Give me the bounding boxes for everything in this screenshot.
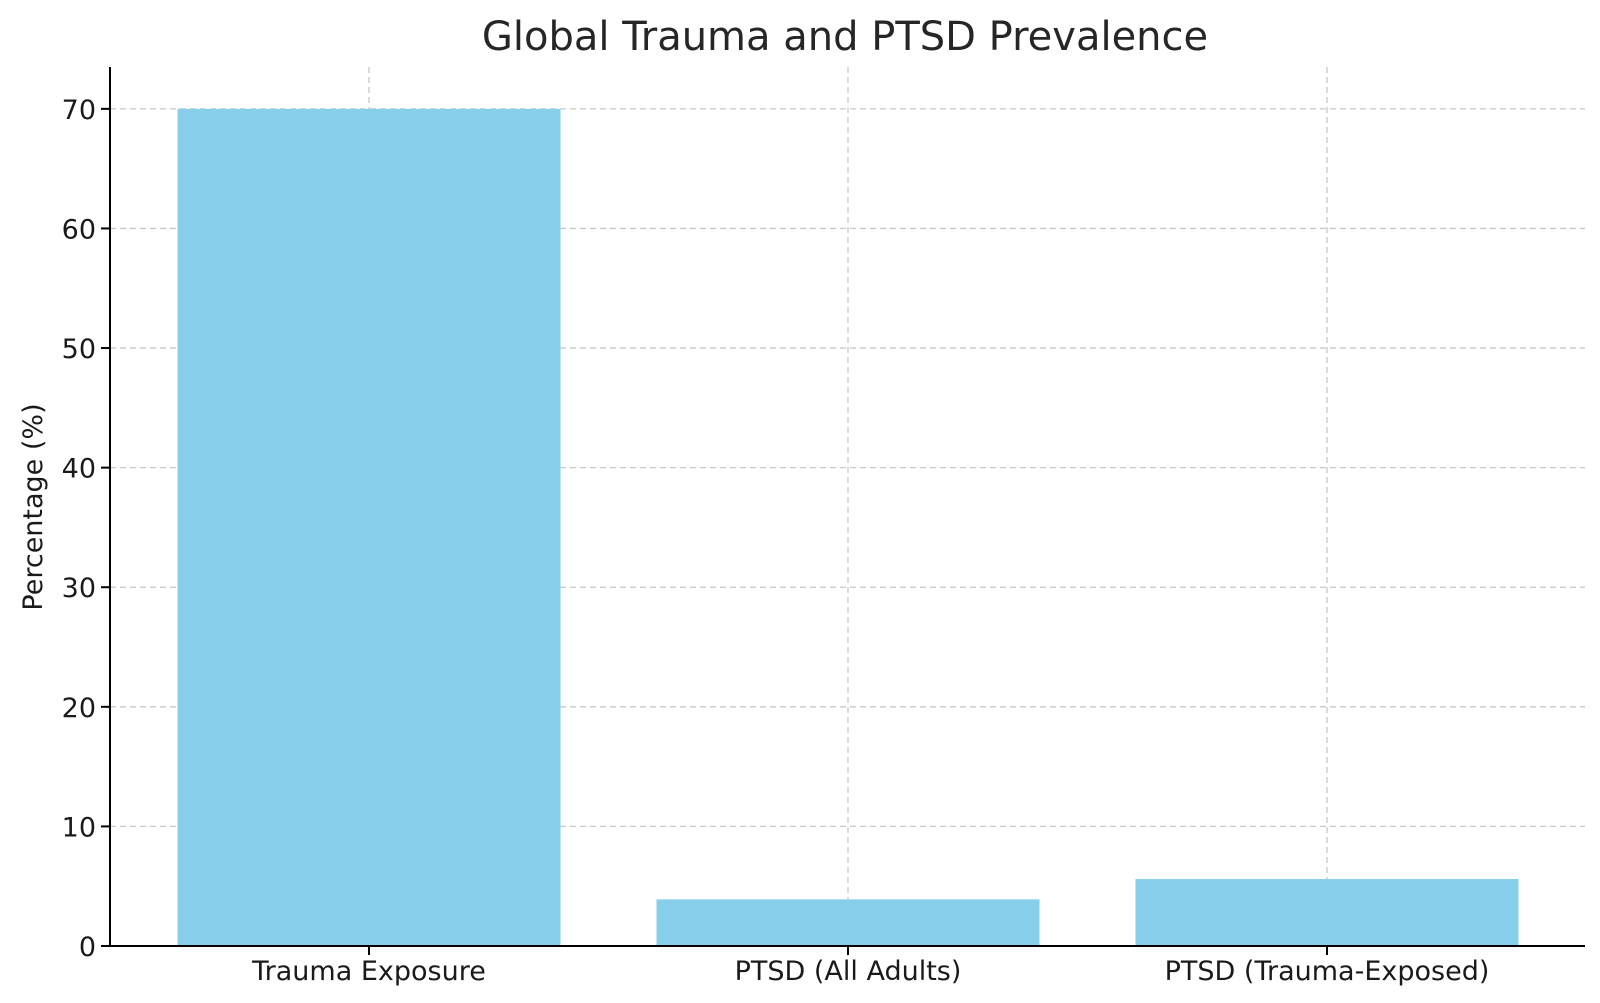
y-tick-label: 0 bbox=[79, 932, 96, 963]
x-tick-label: PTSD (All Adults) bbox=[735, 956, 962, 987]
bar bbox=[177, 108, 561, 947]
chart-title: Global Trauma and PTSD Prevalence bbox=[482, 14, 1208, 60]
x-tick-label: PTSD (Trauma-Exposed) bbox=[1165, 956, 1490, 987]
y-tick-label: 20 bbox=[62, 693, 96, 724]
y-tick-label: 10 bbox=[62, 812, 96, 843]
tick-layer: 0 10 20 30 40 50 60 70 Trauma Exposure PTSD (All … bbox=[62, 95, 1490, 987]
y-axis-label: Percentage (%) bbox=[18, 403, 49, 610]
y-tick-label: 70 bbox=[62, 95, 96, 126]
bar bbox=[1135, 879, 1519, 946]
y-tick-label: 40 bbox=[62, 454, 96, 485]
y-tick-label: 50 bbox=[62, 334, 96, 365]
x-tick-label: Trauma Exposure bbox=[251, 956, 486, 987]
bar bbox=[656, 899, 1040, 946]
bar-layer bbox=[177, 108, 1519, 947]
y-tick-label: 30 bbox=[62, 573, 96, 604]
y-tick-label: 60 bbox=[62, 214, 96, 245]
